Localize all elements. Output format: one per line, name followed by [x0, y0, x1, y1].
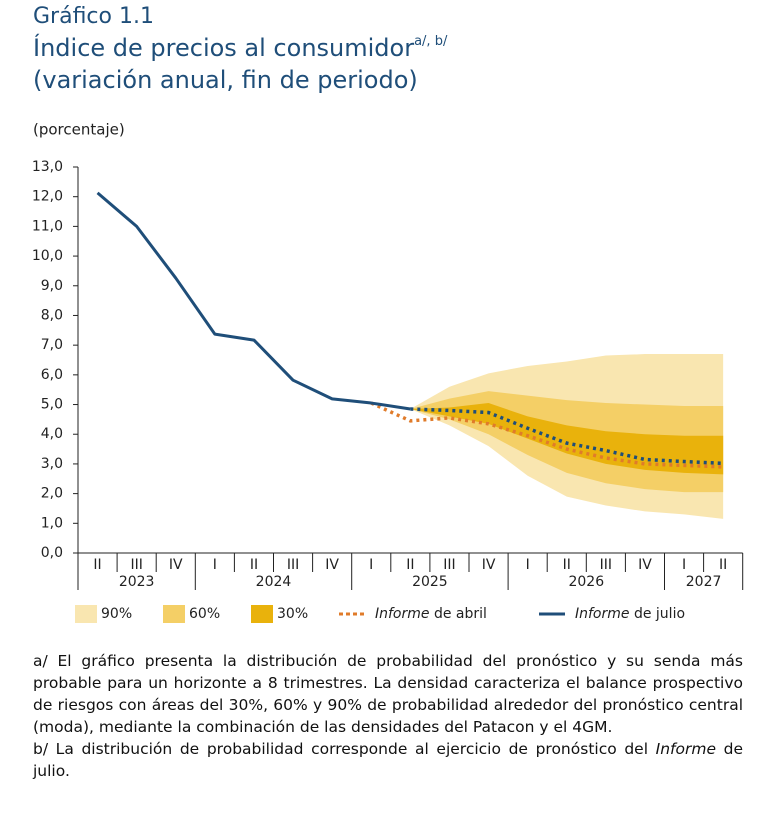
- x-tick-label: II: [406, 557, 414, 573]
- y-tick-label: 0,0: [41, 545, 63, 561]
- legend-label: Informe de abril: [375, 606, 487, 622]
- legend-label: 30%: [277, 606, 308, 622]
- year-label: 2027: [686, 574, 722, 590]
- x-tick-label: III: [600, 557, 612, 573]
- footnote: b/ La distribución de probabilidad corre…: [33, 738, 743, 782]
- y-tick-label: 2,0: [41, 486, 63, 502]
- footnote-text: Informe: [655, 740, 716, 758]
- year-label: 2025: [412, 574, 448, 590]
- y-tick-label: 8,0: [41, 307, 63, 323]
- x-tick-label: IV: [169, 557, 183, 573]
- y-tick-label: 12,0: [32, 189, 63, 205]
- x-tick-label: II: [250, 557, 258, 573]
- legend-swatch: [251, 605, 273, 623]
- subtitle-text: Índice de precios al consumidor: [33, 33, 414, 62]
- line: [370, 401, 724, 469]
- x-tick-label: IV: [325, 557, 339, 573]
- fan-band: [410, 403, 724, 475]
- x-tick-label: IV: [638, 557, 652, 573]
- legend-label: 90%: [101, 606, 132, 622]
- footnote-text: b/ La distribución de probabilidad corre…: [33, 740, 656, 758]
- subtitle-note: a/, b/: [414, 34, 448, 49]
- year-label: 2024: [256, 574, 292, 590]
- x-tick-label: II: [93, 557, 101, 573]
- y-tick-label: 5,0: [41, 397, 63, 413]
- year-label: 2026: [568, 574, 604, 590]
- x-tick-label: III: [287, 557, 299, 573]
- x-tick-label: I: [213, 557, 217, 573]
- chart: Gráfico 1.1 Índice de precios al consumi…: [32, 4, 744, 623]
- legend-label: 60%: [189, 606, 220, 622]
- chart-subtitle2: (variación anual, fin de periodo): [33, 66, 418, 94]
- x-tick-label: II: [719, 557, 727, 573]
- y-tick-label: 9,0: [41, 278, 63, 294]
- y-tick-label: 13,0: [32, 159, 63, 175]
- legend-swatch: [163, 605, 185, 623]
- x-tick-label: IV: [482, 557, 496, 573]
- footnote-text: a/ El gráfico presenta la distribución d…: [33, 652, 743, 736]
- line: [96, 191, 411, 411]
- y-tick-label: 11,0: [32, 218, 63, 234]
- notes: a/ El gráfico presenta la distribución d…: [33, 650, 743, 782]
- footnote-text: de julio.: [33, 740, 743, 780]
- footnote: a/ El gráfico presenta la distribución d…: [33, 650, 743, 738]
- y-tick-label: 1,0: [41, 515, 63, 531]
- x-tick-label: I: [526, 557, 530, 573]
- y-tick-label: 3,0: [41, 456, 63, 472]
- chart-title: Gráfico 1.1: [33, 4, 154, 29]
- y-axis-label: (porcentaje): [33, 121, 125, 139]
- line: [410, 407, 724, 466]
- x-tick-label: I: [682, 557, 686, 573]
- y-tick-label: 6,0: [41, 367, 63, 383]
- x-tick-label: III: [443, 557, 455, 573]
- x-tick-label: III: [130, 557, 142, 573]
- x-tick-label: II: [563, 557, 571, 573]
- y-tick-label: 7,0: [41, 337, 63, 353]
- y-tick-label: 4,0: [41, 426, 63, 442]
- legend-label: Informe de julio: [575, 606, 685, 622]
- y-tick-label: 10,0: [32, 248, 63, 264]
- year-label: 2023: [119, 574, 155, 590]
- legend-swatch: [75, 605, 97, 623]
- chart-subtitle: Índice de precios al consumidora/, b/: [33, 33, 448, 62]
- x-tick-label: I: [369, 557, 373, 573]
